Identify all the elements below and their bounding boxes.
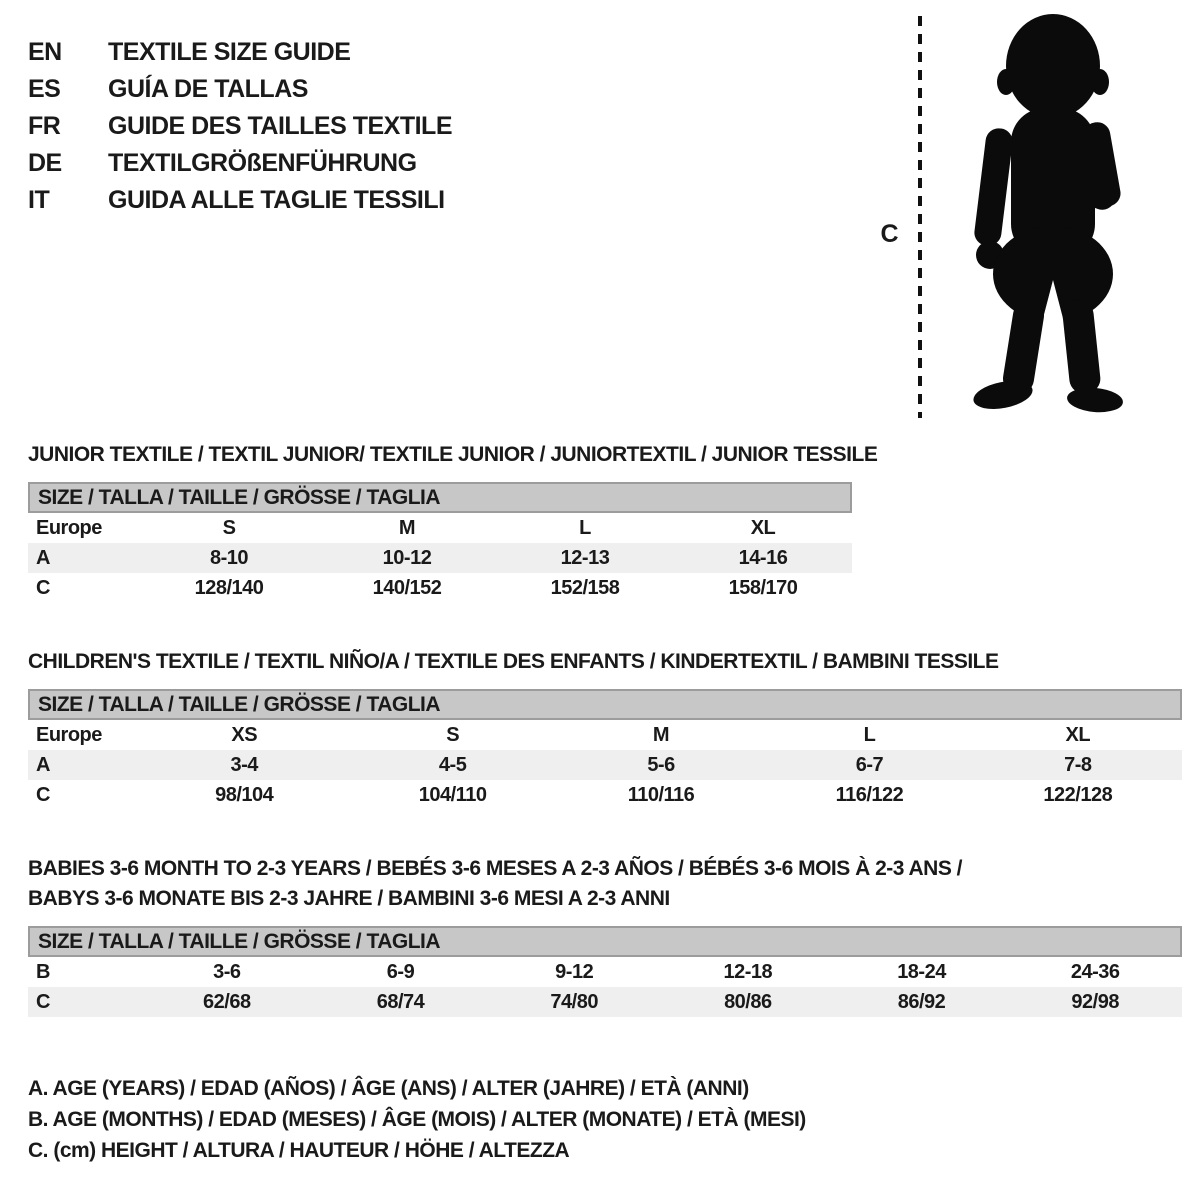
row-label: A (36, 546, 50, 569)
table-cell: 18-24 (897, 960, 946, 983)
row-label: Europe (36, 516, 102, 539)
table-cell: XS (231, 723, 258, 746)
table-cell: XL (1065, 723, 1091, 746)
table-cell: 6-9 (386, 960, 415, 983)
size-header-bar: SIZE / TALLA / TAILLE / GRÖSSE / TAGLIA (28, 926, 1182, 957)
language-code: IT (28, 186, 50, 214)
row-label: C (36, 990, 50, 1013)
section-title: CHILDREN'S TEXTILE / TEXTIL NIÑO/A / TEX… (28, 650, 999, 673)
size-section-children: CHILDREN'S TEXTILE / TEXTIL NIÑO/A / TEX… (28, 647, 1184, 810)
table-cell: 92/98 (1071, 990, 1119, 1013)
section-title: BABYS 3-6 MONATE BIS 2-3 JAHRE / BAMBINI… (28, 887, 670, 910)
language-code: ES (28, 75, 61, 103)
table-cell: S (446, 723, 460, 746)
table-cell: 12-13 (560, 546, 610, 569)
table-row: C 98/104 104/110 110/116 116/122 122/128 (28, 780, 1182, 810)
legend-line: A. AGE (YEARS) / EDAD (AÑOS) / ÂGE (ANS)… (28, 1077, 749, 1100)
row-label: A (36, 753, 50, 776)
table-cell: 86/92 (897, 990, 946, 1013)
table-cell: M (398, 516, 416, 539)
language-list: EN TEXTILE SIZE GUIDE ES GUÍA DE TALLAS FR GU… (28, 34, 453, 424)
table-cell: M (652, 723, 670, 746)
language-row: FR GUIDE DES TAILLES TEXTILE (28, 108, 453, 145)
table-cell: 122/128 (1043, 783, 1113, 806)
size-header-bar: SIZE / TALLA / TAILLE / GRÖSSE / TAGLIA (28, 482, 852, 513)
table-cell: 12-18 (723, 960, 773, 983)
table-cell: 152/158 (550, 576, 620, 599)
table-cell: 3-6 (213, 960, 241, 983)
row-label: C (36, 783, 50, 806)
table-row: Europe S M L XL (28, 513, 852, 543)
table-cell: S (222, 516, 236, 539)
table-cell: 6-7 (855, 753, 884, 776)
table-cell: 8-10 (209, 546, 249, 569)
language-label: GUIDA ALLE TAGLIE TESSILI (108, 186, 445, 214)
table-cell: 3-4 (230, 753, 259, 776)
size-table-junior: SIZE / TALLA / TAILLE / GRÖSSE / TAGLIA E… (28, 482, 852, 603)
table-cell: 5-6 (647, 753, 675, 776)
language-row: IT GUIDA ALLE TAGLIE TESSILI (28, 182, 452, 219)
language-code: DE (28, 149, 62, 177)
language-label: GUIDE DES TAILLES TEXTILE (108, 112, 453, 140)
header-row: EN TEXTILE SIZE GUIDE ES GUÍA DE TALLAS FR GU… (28, 12, 1184, 424)
legend: A. AGE (YEARS) / EDAD (AÑOS) / ÂGE (ANS)… (28, 1073, 1184, 1166)
table-cell: 158/170 (728, 576, 798, 599)
table-cell: 7-8 (1064, 753, 1092, 776)
table-cell: 80/86 (724, 990, 772, 1013)
section-title: JUNIOR TEXTILE / TEXTIL JUNIOR/ TEXTILE … (28, 443, 878, 466)
row-label: Europe (36, 723, 102, 746)
table-cell: 24-36 (1070, 960, 1120, 983)
table-cell: 10-12 (382, 546, 432, 569)
legend-line: B. AGE (MONTHS) / EDAD (MESES) / ÂGE (MO… (28, 1108, 806, 1131)
language-code: EN (28, 38, 62, 66)
table-cell: 4-5 (438, 753, 467, 776)
row-label: B (36, 960, 50, 983)
table-cell: L (863, 723, 876, 746)
table-cell: 98/104 (215, 783, 274, 806)
language-row: ES GUÍA DE TALLAS (28, 71, 452, 108)
table-cell: 9-12 (555, 960, 594, 983)
toddler-silhouette-icon (918, 14, 1123, 418)
section-title: BABIES 3-6 MONTH TO 2-3 YEARS / BEBÉS 3-… (28, 857, 963, 880)
table-cell: L (579, 516, 591, 539)
size-section-babies: BABIES 3-6 MONTH TO 2-3 YEARS / BEBÉS 3-… (28, 854, 1184, 1017)
table-row: A 8-10 10-12 12-13 14-16 (28, 543, 852, 573)
table-cell: 68/74 (376, 990, 425, 1013)
measure-c-label: C (880, 220, 898, 248)
table-row: Europe XS S M L XL (28, 720, 1182, 750)
size-header-bar: SIZE / TALLA / TAILLE / GRÖSSE / TAGLIA (28, 689, 1182, 720)
measurement-figure: C (880, 12, 1158, 424)
language-row: EN TEXTILE SIZE GUIDE (28, 34, 452, 71)
table-cell: 110/116 (627, 783, 695, 806)
table-cell: 14-16 (738, 546, 788, 569)
table-cell: 140/152 (372, 576, 442, 599)
table-row: C 62/68 68/74 74/80 80/86 86/92 92/98 (28, 987, 1182, 1017)
size-sections: JUNIOR TEXTILE / TEXTIL JUNIOR/ TEXTILE … (28, 440, 1184, 1017)
table-cell: XL (750, 516, 776, 539)
table-cell: 62/68 (203, 990, 251, 1013)
table-row: A 3-4 4-5 5-6 6-7 7-8 (28, 750, 1182, 780)
size-table-babies: SIZE / TALLA / TAILLE / GRÖSSE / TAGLIA B… (28, 926, 1182, 1017)
row-label: C (36, 576, 50, 599)
table-cell: 128/140 (194, 576, 264, 599)
toddler-silhouette-shape (973, 14, 1123, 413)
language-label: TEXTILE SIZE GUIDE (108, 38, 351, 66)
table-cell: 116/122 (835, 783, 904, 806)
size-table-children: SIZE / TALLA / TAILLE / GRÖSSE / TAGLIA E… (28, 689, 1182, 810)
legend-line: C. (cm) HEIGHT / ALTURA / HAUTEUR / HÖHE… (28, 1139, 570, 1162)
table-row: B 3-6 6-9 9-12 12-18 18-24 24-36 (28, 957, 1182, 987)
table-cell: 74/80 (550, 990, 598, 1013)
language-label: TEXTILGRÖßENFÜHRUNG (108, 149, 417, 177)
table-row: C 128/140 140/152 152/158 158/170 (28, 573, 852, 603)
table-cell: 104/110 (418, 783, 487, 806)
language-label: GUÍA DE TALLAS (108, 75, 308, 103)
size-section-junior: JUNIOR TEXTILE / TEXTIL JUNIOR/ TEXTILE … (28, 440, 1184, 603)
language-code: FR (28, 112, 61, 140)
language-row: DE TEXTILGRÖßENFÜHRUNG (28, 145, 452, 182)
